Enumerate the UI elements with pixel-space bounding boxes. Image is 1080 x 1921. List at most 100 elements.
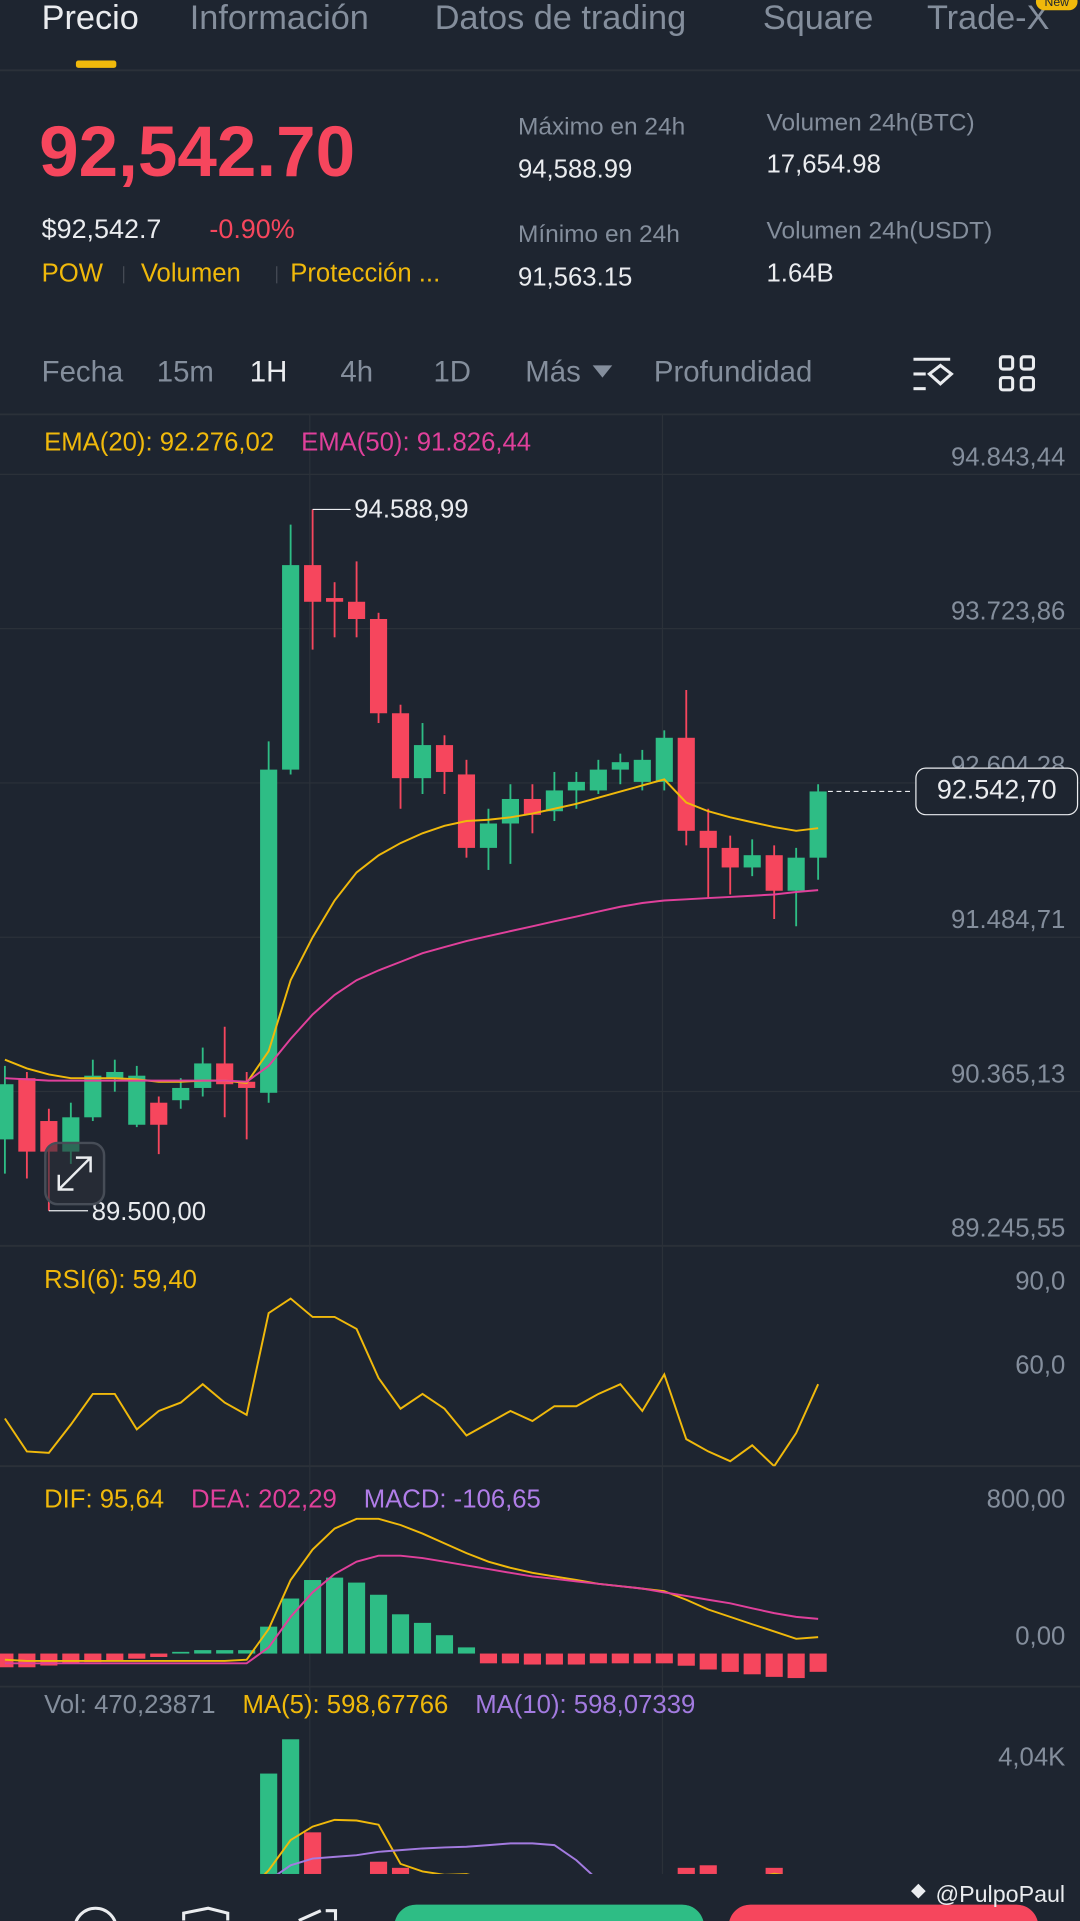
y-tick-label: 91.484,71 [951,906,1065,934]
candle-body [0,1084,14,1140]
expand-button[interactable] [44,1141,106,1206]
candle-body [457,774,476,848]
candle-body [413,745,432,779]
sell-button[interactable] [729,1904,1039,1921]
tab[interactable]: Trade-X [927,0,1050,37]
watermark-logo [911,1883,926,1899]
candle-body [721,847,739,868]
legend-entry: MA(10): 598,07339 [475,1691,695,1719]
legend-entry: DIF: 95,64 [44,1485,164,1513]
candle-body [655,737,673,782]
tab-indicator [75,60,117,68]
stat-value: 17,654.98 [767,151,881,179]
timeframe[interactable]: 1D [433,356,471,389]
tab[interactable]: Precio [42,0,139,37]
high-label: 94.588,99 [354,495,468,523]
legend-entry: DEA: 202,29 [191,1485,337,1513]
candle-body [18,1078,36,1152]
last-price: 92,542.70 [39,113,355,192]
timeframe[interactable]: 1H [250,356,288,389]
panel [0,1517,827,1679]
histogram-bar [787,1653,805,1679]
histogram-bar [457,1647,476,1654]
candle-body [150,1102,168,1125]
layout-icon[interactable] [998,355,1035,392]
indicator-line [4,1297,820,1467]
price-change: -0.90% [209,214,294,244]
candle-body [369,618,388,714]
stat-value: 91,563.15 [518,263,632,291]
histogram-bar [282,1739,300,1874]
histogram-bar [765,1867,783,1874]
stat-label: Máximo en 24h [518,113,685,140]
candle-body [567,781,585,791]
candle-body [633,759,651,782]
histogram-bar [194,1650,212,1654]
candle-body [84,1075,102,1118]
tag[interactable]: POW [42,260,104,288]
histogram-bar [413,1622,432,1654]
legend-entry: MA(5): 598,67766 [243,1691,449,1719]
y-tick-label: 0,00 [1015,1622,1065,1650]
y-tick-label: 93.723,86 [951,598,1065,626]
y-tick-label: 89.245,55 [951,1215,1065,1243]
timeframe[interactable]: Fecha [42,356,124,389]
candle-body [260,769,278,1093]
indicator-line [4,1554,819,1665]
histogram-bar [369,1594,388,1654]
histogram-bar [545,1653,563,1665]
timeframe[interactable]: Más [525,356,581,389]
candle-body [611,762,629,770]
histogram-bar [62,1653,80,1664]
histogram-bar [348,1582,366,1654]
candle-body [282,565,300,770]
histogram-bar [128,1653,146,1659]
candle-body [128,1075,146,1125]
timeframe[interactable]: 15m [157,356,214,389]
tab[interactable]: Square [763,0,874,37]
legend-entry: EMA(20): 92.276,02 [44,429,274,457]
candle-body [172,1087,190,1101]
histogram-bar [523,1653,541,1665]
tag[interactable]: Volumen [141,260,241,288]
histogram-bar [699,1653,717,1670]
plot-area: 94.843,4493.723,8692.604,2891.484,7190.3… [0,429,1080,1874]
candle-body [348,601,366,619]
candle-body [106,1071,124,1079]
candle-body [435,745,454,772]
watermark: @PulpoPaul [936,1881,1066,1907]
y-tick-label: 94.843,44 [951,443,1065,471]
badge [1035,0,1078,11]
candle-body [743,855,761,868]
histogram-bar [84,1653,102,1663]
tab[interactable]: Datos de trading [435,0,686,37]
candle-body [391,713,410,779]
dropdown-arrow [592,365,613,378]
badge-text: New [1044,0,1069,9]
tab[interactable]: Información [190,0,369,37]
candle-body [589,769,607,791]
stat-value: 1.64B [767,260,834,288]
histogram-bar [40,1653,58,1666]
nav-icons[interactable] [74,1906,338,1921]
last-price-label: 92.542,70 [937,775,1057,805]
timeframe[interactable]: 4h [340,356,373,389]
settings-icon[interactable] [913,357,954,391]
timeframe[interactable]: Profundidad [654,356,812,389]
tag[interactable]: Protección ... [290,260,440,288]
histogram-bar [216,1650,234,1654]
candle-body [787,857,805,891]
candle-body [194,1063,212,1088]
buy-button[interactable] [394,1904,704,1921]
candle-body [479,823,498,848]
panel [0,473,1080,1246]
histogram-bar [721,1653,739,1672]
histogram-bar [435,1635,454,1654]
histogram-bar [633,1653,651,1664]
histogram-bar [326,1577,344,1654]
candle-body [238,1081,256,1088]
legend-entry: MACD: -106,65 [364,1485,541,1513]
candle-body [809,791,827,858]
histogram-bar [260,1773,278,1874]
histogram-bar [369,1861,388,1874]
